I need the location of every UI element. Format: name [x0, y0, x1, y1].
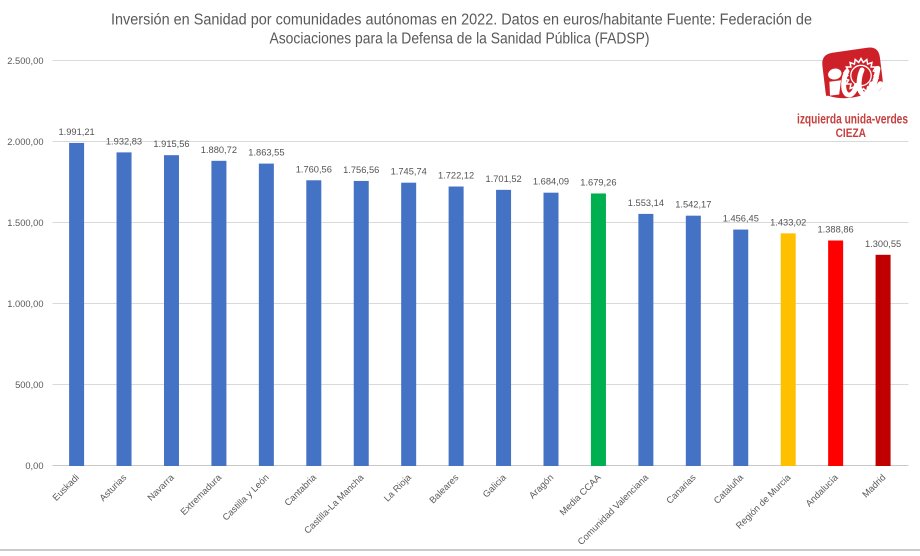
- svg-text:Asociaciones para la Defensa d: Asociaciones para la Defensa de la Sanid…: [270, 30, 650, 47]
- svg-text:CIEZA: CIEZA: [836, 127, 867, 141]
- svg-text:1.756,56: 1.756,56: [343, 165, 379, 175]
- svg-text:1.932,83: 1.932,83: [106, 136, 142, 146]
- svg-text:2.000,00: 2.000,00: [7, 137, 43, 147]
- svg-text:1.722,12: 1.722,12: [438, 171, 474, 181]
- svg-text:1.679,26: 1.679,26: [580, 178, 616, 188]
- svg-text:izquierda unida-verdes: izquierda unida-verdes: [797, 111, 908, 127]
- svg-text:1.880,72: 1.880,72: [201, 145, 237, 155]
- svg-text:1.745,74: 1.745,74: [391, 167, 427, 177]
- svg-text:1.701,52: 1.701,52: [485, 174, 521, 184]
- svg-text:Inversión en Sanidad por comun: Inversión en Sanidad por comunidades aut…: [111, 11, 812, 28]
- svg-text:500,00: 500,00: [15, 380, 43, 390]
- svg-text:1.456,45: 1.456,45: [723, 214, 759, 224]
- svg-text:1.300,55: 1.300,55: [865, 239, 901, 249]
- svg-text:1.500,00: 1.500,00: [7, 218, 43, 228]
- svg-text:1.542,17: 1.542,17: [675, 200, 711, 210]
- svg-text:1.000,00: 1.000,00: [7, 299, 43, 309]
- svg-text:1.863,55: 1.863,55: [248, 148, 284, 158]
- svg-text:1.553,14: 1.553,14: [628, 198, 664, 208]
- svg-text:2.500,00: 2.500,00: [7, 56, 43, 66]
- svg-text:1.991,21: 1.991,21: [58, 127, 94, 137]
- svg-text:1.760,56: 1.760,56: [296, 164, 332, 174]
- svg-text:0,00: 0,00: [25, 461, 43, 471]
- svg-text:1.915,56: 1.915,56: [153, 139, 189, 149]
- svg-text:1.433,02: 1.433,02: [770, 217, 806, 227]
- svg-text:1.684,09: 1.684,09: [533, 177, 569, 187]
- svg-text:1.388,86: 1.388,86: [817, 225, 853, 235]
